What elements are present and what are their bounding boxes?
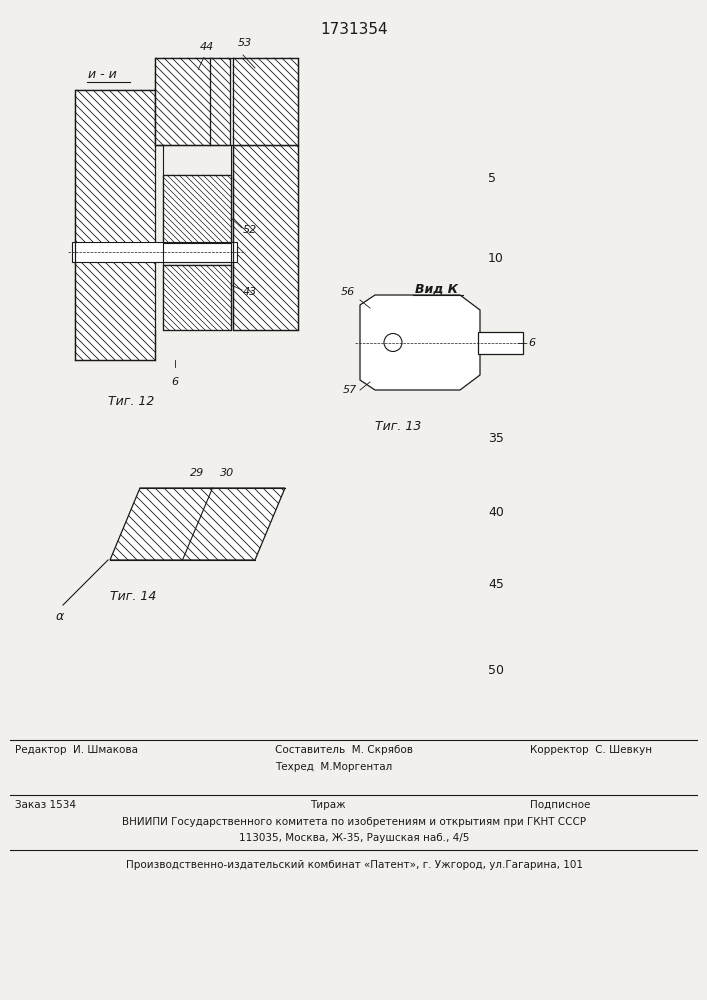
Text: 52: 52	[243, 225, 257, 235]
Text: 43: 43	[243, 287, 257, 297]
Text: Тираж: Тираж	[310, 800, 346, 810]
Bar	[163, 265, 231, 330]
Text: Τиг. 12: Τиг. 12	[108, 395, 154, 408]
Text: Производственно-издательский комбинат «Патент», г. Ужгород, ул.Гагарина, 101: Производственно-издательский комбинат «П…	[126, 860, 583, 870]
Text: 10: 10	[488, 251, 504, 264]
Text: Подписное: Подписное	[530, 800, 590, 810]
Text: 6: 6	[171, 377, 179, 387]
Text: 113035, Москва, Ж-35, Раушская наб., 4/5: 113035, Москва, Ж-35, Раушская наб., 4/5	[239, 833, 469, 843]
Polygon shape	[360, 295, 480, 390]
Text: Τиг. 13: Τиг. 13	[375, 420, 421, 433]
Text: 6: 6	[528, 338, 535, 348]
Bar	[155, 58, 230, 145]
Text: 50: 50	[488, 664, 504, 676]
Text: Корректор  С. Шевкун: Корректор С. Шевкун	[530, 745, 652, 755]
Text: 44: 44	[200, 42, 214, 52]
Bar	[233, 145, 298, 330]
Text: Заказ 1534: Заказ 1534	[15, 800, 76, 810]
Text: 40: 40	[488, 506, 504, 520]
Bar	[75, 90, 155, 360]
Text: Составитель  М. Скрябов: Составитель М. Скрябов	[275, 745, 413, 755]
Text: 56: 56	[341, 287, 355, 297]
Text: 53: 53	[238, 38, 252, 48]
Text: 45: 45	[488, 578, 504, 591]
Text: 35: 35	[488, 432, 504, 444]
Text: Вид К: Вид К	[415, 283, 458, 296]
Text: 1731354: 1731354	[320, 22, 388, 37]
Text: Техред  М.Моргентал: Техред М.Моргентал	[275, 762, 392, 772]
Circle shape	[384, 334, 402, 352]
Text: 57: 57	[343, 385, 357, 395]
Text: ВНИИПИ Государственного комитета по изобретениям и открытиям при ГКНТ СССР: ВНИИПИ Государственного комитета по изоб…	[122, 817, 586, 827]
Polygon shape	[110, 488, 285, 560]
Bar	[233, 58, 298, 145]
Bar	[478, 332, 523, 354]
Bar	[72, 242, 237, 262]
Bar	[163, 175, 231, 243]
Text: Τиг. 14: Τиг. 14	[110, 590, 156, 603]
Text: 1: 1	[488, 342, 496, 355]
Text: и - и: и - и	[88, 68, 117, 82]
Text: 29: 29	[190, 468, 204, 478]
Text: α: α	[56, 610, 64, 623]
Text: Редактор  И. Шмакова: Редактор И. Шмакова	[15, 745, 138, 755]
Text: 30: 30	[221, 468, 235, 478]
Text: 5: 5	[488, 172, 496, 184]
